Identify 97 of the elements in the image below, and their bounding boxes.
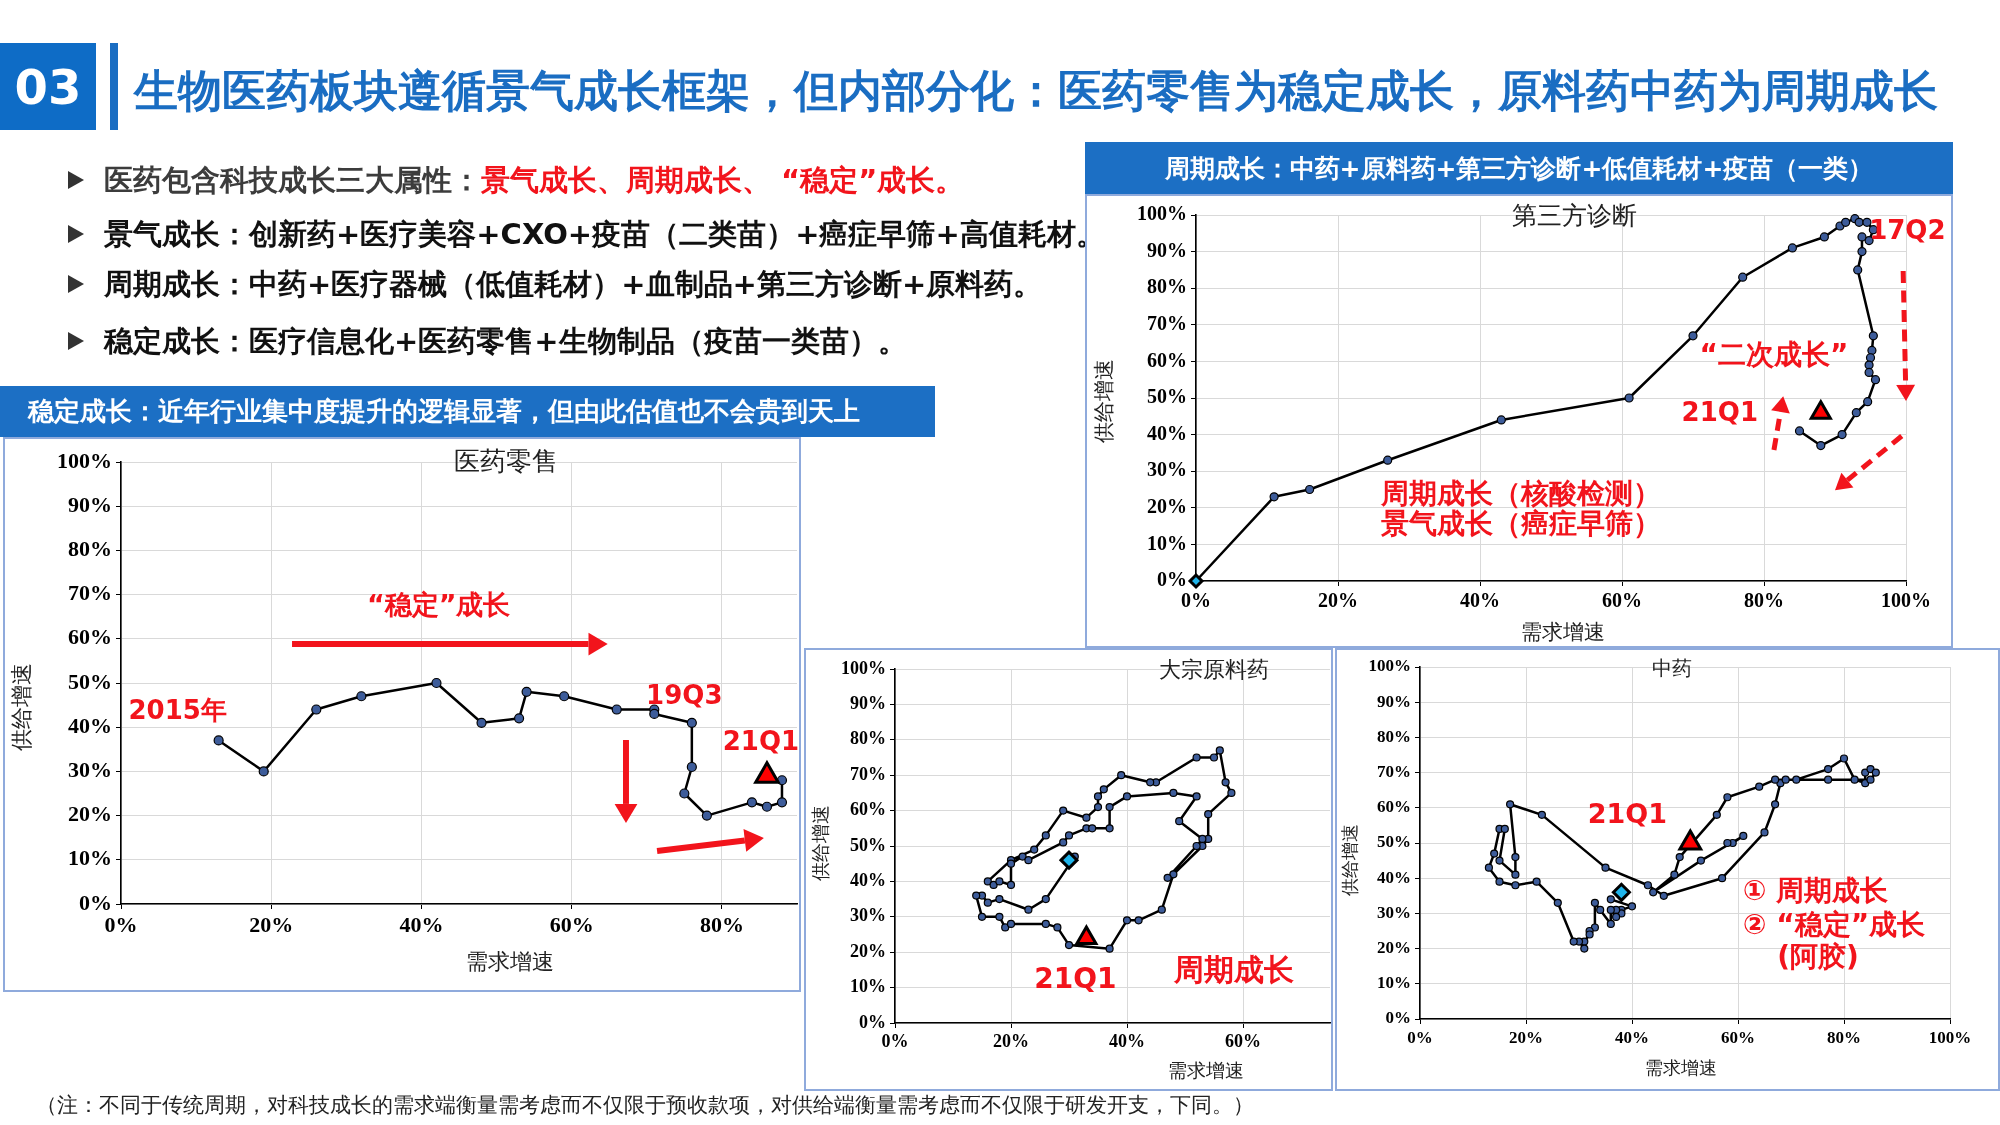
x-tick-label: 20% [249,911,294,937]
annotation: 21Q1 [1681,397,1758,428]
annotation: 21Q1 [1034,962,1117,996]
x-tick-label: 20% [993,1031,1029,1052]
x-tick-label: 60% [1225,1031,1261,1052]
annotation: 2015年 [128,695,227,726]
y-tick-label: 60% [68,624,112,650]
y-tick-label: 30% [1377,902,1411,922]
y-tick-label: 40% [1147,421,1187,444]
x-tick-label: 20% [1318,589,1358,612]
y-tick-label: 40% [850,870,886,891]
annotation: ② “稳定”成长 [1742,907,1926,941]
x-tick-label: 0% [1181,589,1211,612]
y-tick-label: 0% [1157,568,1187,591]
x-tick-label: 60% [1721,1027,1755,1047]
y-tick-label: 70% [850,763,886,784]
annotation: 17Q2 [1869,215,1946,246]
y-tick-label: 70% [68,580,112,606]
y-tick-label: 60% [1147,348,1187,371]
x-tick-label: 80% [1827,1027,1861,1047]
x-tick-label: 80% [1744,589,1784,612]
x-axis-title: 需求增速 [1521,619,1605,645]
y-tick-label: 80% [68,536,112,562]
y-tick-label: 50% [850,834,886,855]
x-tick-label: 80% [699,911,744,937]
y-tick-label: 0% [859,1011,886,1032]
y-tick-label: 30% [68,757,112,783]
y-tick-label: 90% [1147,238,1187,261]
y-axis-title: 供给增速 [1091,359,1117,443]
annotation: “二次成长” [1699,338,1849,372]
y-tick-label: 30% [1147,458,1187,481]
y-tick-label: 90% [850,693,886,714]
annotation: 周期成长 [1172,951,1294,987]
y-tick-label: 40% [1377,867,1411,887]
y-tick-label: 80% [850,728,886,749]
x-tick-label: 0% [1407,1027,1433,1047]
y-tick-label: 60% [850,799,886,820]
y-tick-label: 100% [1368,656,1411,676]
text: （注：不同于传统周期，对科技成长的需求端衡量需考虑而不仅限于预收款项，对供给端衡量需考虑而不仅限于研发开支，下同。） [36,1091,1254,1119]
text: 周期成长：中药+医疗器械（低值耗材）+血制品+第三方诊断+原料药。 [104,266,1043,303]
annotation: 19Q3 [646,680,723,711]
annotation: (阿胶) [1777,940,1859,974]
y-tick-label: 30% [850,905,886,926]
x-tick-label: 40% [1460,589,1500,612]
annotation: 21Q1 [722,725,800,756]
x-axis-title: 需求增速 [466,949,554,975]
x-axis-title: 需求增速 [1168,1059,1244,1082]
y-tick-label: 10% [1377,973,1411,993]
y-tick-label: 10% [1147,531,1187,554]
chart-title: 周期成长：中药+原料药+第三方诊断+低值耗材+疫苗（一类） [1085,142,1953,194]
y-tick-label: 50% [68,668,112,694]
y-tick-label: 100% [1137,202,1187,225]
y-tick-label: 10% [850,976,886,997]
y-tick-label: 80% [1377,726,1411,746]
y-tick-label: 50% [1147,385,1187,408]
y-tick-label: 20% [68,801,112,827]
text: 生物医药板块遵循景气成长框架，但内部分化：医药零售为稳定成长，原料药中药为周期成长 [134,64,1938,118]
chart-title: 稳定成长：近年行业集中度提升的逻辑显著，但由此估值也不会贵到天上 [0,386,935,437]
chart-subtitle: 第三方诊断 [1511,200,1637,231]
y-tick-label: 40% [68,712,112,738]
x-tick-label: 60% [1602,589,1642,612]
text: 医药包含科技成长三大属性： [104,162,481,199]
y-tick-label: 0% [1385,1008,1411,1028]
y-axis-title: 供给增速 [809,805,832,881]
y-axis-title: 供给增速 [1338,824,1361,896]
y-tick-label: 10% [68,845,112,871]
chart-subtitle: 医药零售 [454,446,558,477]
text: 03 [0,43,96,130]
y-tick-label: 100% [841,657,886,678]
x-tick-label: 40% [1615,1027,1649,1047]
x-tick-label: 20% [1509,1027,1543,1047]
x-tick-label: 100% [1928,1027,1972,1047]
y-tick-label: 20% [1147,494,1187,517]
annotation: “稳定”成长 [366,588,511,620]
x-tick-label: 40% [399,911,444,937]
y-tick-label: 60% [1377,797,1411,817]
y-tick-label: 80% [1147,275,1187,298]
x-axis-title: 需求增速 [1645,1056,1717,1079]
annotation: 21Q1 [1587,798,1667,830]
x-tick-label: 60% [549,911,594,937]
y-tick-label: 20% [850,940,886,961]
y-tick-label: 90% [1377,691,1411,711]
x-tick-label: 40% [1109,1031,1145,1052]
y-tick-label: 100% [57,447,112,473]
y-axis-title: 供给增速 [9,663,35,751]
chart-title: 大宗原料药 [1159,657,1269,683]
x-tick-label: 100% [1881,589,1931,612]
text: 景气成长、周期成长、 “稳定”成长。 [481,162,965,199]
text: 稳定成长：医疗信息化+医药零售+生物制品（疫苗一类苗）。 [104,323,907,360]
y-tick-label: 90% [68,491,112,517]
y-tick-label: 50% [1377,832,1411,852]
annotation: ① 周期成长 [1742,874,1889,908]
x-tick-label: 0% [881,1031,909,1052]
y-tick-label: 70% [1147,311,1187,334]
y-tick-label: 20% [1377,937,1411,957]
y-tick-label: 70% [1377,761,1411,781]
chart-title: 中药 [1652,655,1692,680]
